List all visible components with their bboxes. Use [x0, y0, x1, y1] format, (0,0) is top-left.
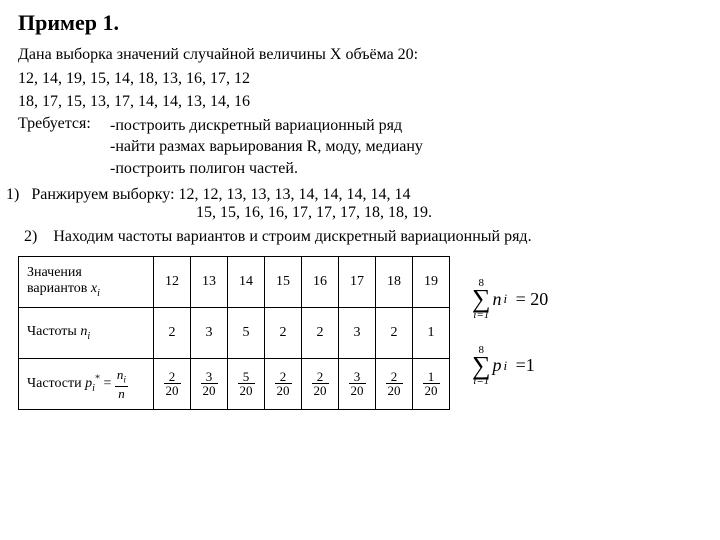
table-cell: 2	[376, 307, 413, 358]
table-cell: 320	[339, 358, 376, 409]
table-cell: 220	[265, 358, 302, 409]
requirement-item: -построить полигон частей.	[110, 158, 423, 180]
table-cell: 3	[191, 307, 228, 358]
table-cell: 15	[265, 256, 302, 307]
sigma-icon: 8 ∑ i=1	[472, 278, 491, 321]
sample-row-1: 12, 14, 19, 15, 14, 18, 13, 16, 17, 12	[18, 68, 702, 90]
table-cell: 2	[154, 307, 191, 358]
row-header-values: Значения вариантов xi	[19, 256, 154, 307]
table-row: Значения вариантов xi 12 13 14 15 16 17 …	[19, 256, 450, 307]
intro-text: Дана выборка значений случайной величины…	[18, 44, 702, 66]
table-row: Частоты ni 2 3 5 2 2 3 2 1	[19, 307, 450, 358]
table-cell: 220	[302, 358, 339, 409]
sample-row-2: 18, 17, 15, 13, 17, 14, 14, 13, 14, 16	[18, 91, 702, 113]
sigma-icon: 8 ∑ i=1	[472, 345, 491, 388]
example-title: Пример 1.	[18, 10, 702, 36]
table-cell: 2	[302, 307, 339, 358]
table-cell: 3	[339, 307, 376, 358]
step-1-prefix: 1)	[6, 186, 19, 203]
requirement-item: -найти размах варьирования R, моду, меди…	[110, 136, 423, 158]
table-row: Частости pi* = nin 220 320 520 220 220 3…	[19, 358, 450, 409]
table-cell: 1	[413, 307, 450, 358]
requirement-item: -построить дискретный вариационный ряд	[110, 115, 423, 137]
table-cell: 220	[376, 358, 413, 409]
table-cell: 220	[154, 358, 191, 409]
summation-block: 8 ∑ i=1 ni = 20 8 ∑ i=1 pi =1	[472, 278, 548, 388]
step-1: 1) Ранжируем выборку: 12, 12, 13, 13, 13…	[6, 186, 702, 222]
frequency-table: Значения вариантов xi 12 13 14 15 16 17 …	[18, 256, 450, 410]
row-header-freq: Частоты ni	[19, 307, 154, 358]
table-cell: 13	[191, 256, 228, 307]
table-cell: 12	[154, 256, 191, 307]
row-header-relfreq: Частости pi* = nin	[19, 358, 154, 409]
table-cell: 14	[228, 256, 265, 307]
requirements-label: Требуется:	[18, 115, 110, 180]
table-cell: 5	[228, 307, 265, 358]
step-2: 2) Находим частоты вариантов и строим ди…	[24, 228, 702, 246]
table-cell: 120	[413, 358, 450, 409]
step-2-prefix: 2)	[24, 228, 37, 245]
requirements-block: Требуется: -построить дискретный вариаци…	[18, 115, 702, 180]
table-cell: 2	[265, 307, 302, 358]
table-cell: 16	[302, 256, 339, 307]
table-cell: 18	[376, 256, 413, 307]
table-cell: 320	[191, 358, 228, 409]
table-cell: 17	[339, 256, 376, 307]
step-2-text: Находим частоты вариантов и строим дискр…	[53, 228, 531, 245]
step-1-line2: 15, 15, 16, 16, 17, 17, 17, 18, 18, 19.	[6, 204, 702, 222]
step-1-text: Ранжируем выборку: 12, 12, 13, 13, 13, 1…	[31, 186, 410, 203]
sum-p: 8 ∑ i=1 pi =1	[472, 345, 548, 388]
sum-n: 8 ∑ i=1 ni = 20	[472, 278, 548, 321]
table-cell: 19	[413, 256, 450, 307]
table-cell: 520	[228, 358, 265, 409]
